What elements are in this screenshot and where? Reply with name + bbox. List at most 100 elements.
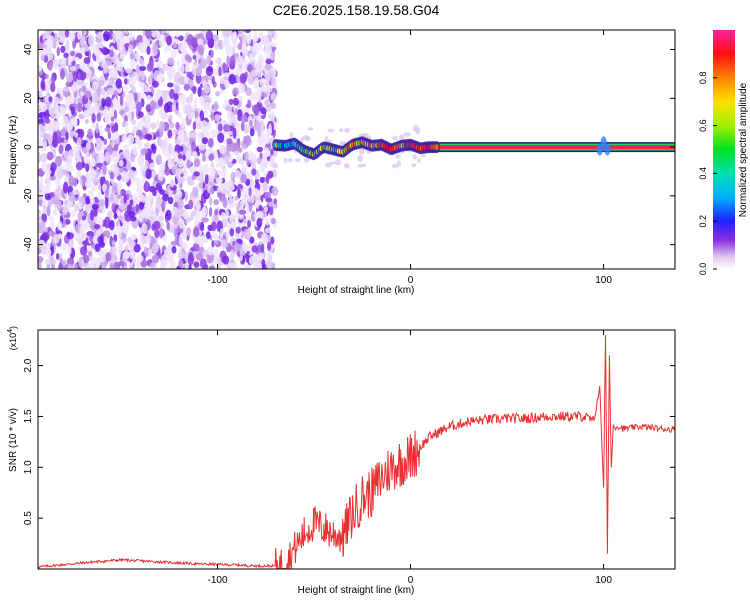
noise-blob — [257, 73, 261, 78]
noise-blob — [253, 120, 261, 131]
noise-blob — [144, 133, 153, 140]
noise-blob — [80, 246, 88, 256]
bottom-x-tick-label: -100 — [208, 575, 228, 586]
noise-blob — [42, 34, 48, 40]
noise-blob — [194, 110, 199, 119]
noise-blob — [101, 98, 106, 108]
noise-blob — [175, 121, 180, 131]
noise-blob — [95, 144, 103, 155]
noise-blob — [217, 123, 223, 132]
noise-blob — [246, 33, 252, 45]
noise-blob — [42, 204, 47, 215]
bottom-y-tick-label: 2.0 — [23, 358, 34, 372]
noise-blob — [229, 185, 236, 191]
noise-blob — [240, 199, 246, 208]
noise-blob — [110, 67, 118, 79]
noise-blob — [42, 139, 48, 150]
noise-blob — [61, 106, 66, 118]
noise-blob — [178, 130, 185, 139]
noise-blob — [95, 122, 99, 134]
noise-blob — [198, 172, 204, 184]
noise-blob — [102, 262, 106, 269]
noise-blob — [129, 251, 134, 260]
noise-blob — [357, 163, 365, 168]
noise-blob — [223, 72, 229, 78]
noise-blob — [146, 45, 151, 56]
noise-blob — [214, 150, 219, 162]
noise-blob — [209, 148, 214, 154]
noise-blob — [344, 127, 350, 133]
noise-blob — [38, 232, 41, 240]
noise-blob — [260, 232, 269, 244]
noise-blob — [124, 120, 129, 129]
noise-blob — [68, 175, 75, 187]
noise-blob — [248, 119, 253, 127]
noise-blob — [178, 218, 185, 229]
noise-blob — [103, 111, 109, 118]
top-x-tick-label: -100 — [208, 275, 228, 286]
noise-blob — [72, 145, 80, 153]
noise-blob — [178, 258, 184, 269]
noise-blob — [270, 92, 277, 100]
noise-blob — [65, 39, 70, 52]
noise-blob — [53, 234, 60, 244]
noise-blob — [258, 136, 263, 145]
noise-blob — [66, 263, 73, 269]
noise-blob — [80, 35, 85, 47]
noise-blob — [77, 30, 82, 40]
noise-blob — [193, 158, 200, 168]
noise-blob — [68, 191, 74, 202]
noise-blob — [134, 51, 140, 60]
noise-blob — [38, 138, 44, 150]
noise-blob — [38, 179, 44, 191]
noise-blob — [144, 180, 149, 191]
noise-blob — [88, 34, 95, 47]
noise-blob — [96, 162, 104, 168]
noise-blob — [249, 128, 255, 137]
noise-blob — [270, 102, 276, 110]
noise-blob — [52, 194, 60, 205]
noise-blob — [50, 162, 57, 172]
noise-blob — [214, 114, 221, 122]
noise-blob — [154, 229, 160, 239]
noise-blob — [231, 115, 238, 125]
noise-blob — [232, 36, 237, 43]
noise-blob — [204, 150, 210, 158]
noise-blob — [232, 127, 237, 139]
noise-blob — [113, 170, 120, 177]
noise-blob — [184, 54, 191, 61]
noise-blob — [38, 211, 43, 218]
noise-blob — [124, 30, 129, 35]
noise-blob — [38, 248, 42, 255]
noise-blob — [178, 252, 185, 259]
noise-blob — [265, 259, 273, 269]
noise-blob — [253, 90, 259, 102]
noise-blob — [83, 156, 90, 164]
noise-blob — [71, 85, 77, 93]
noise-blob — [42, 231, 50, 241]
noise-blob — [199, 110, 205, 122]
noise-blob — [39, 89, 43, 100]
noise-blob — [151, 223, 156, 231]
noise-blob — [88, 107, 94, 115]
noise-blob — [104, 189, 109, 196]
noise-blob — [246, 159, 250, 166]
noise-blob — [118, 160, 124, 167]
noise-blob — [113, 261, 120, 269]
noise-blob — [110, 193, 114, 201]
noise-blob — [200, 235, 206, 245]
noise-blob — [40, 79, 46, 90]
noise-blob — [48, 53, 54, 61]
noise-blob — [234, 195, 239, 201]
noise-blob — [44, 95, 50, 103]
noise-blob — [97, 235, 104, 244]
noise-blob — [78, 256, 85, 268]
noise-blob — [49, 191, 55, 198]
noise-blob — [227, 197, 235, 209]
noise-blob — [248, 201, 253, 213]
noise-blob — [102, 30, 110, 42]
noise-blob — [262, 79, 268, 84]
noise-blob — [86, 263, 94, 269]
noise-blob — [210, 112, 215, 121]
noise-blob — [156, 94, 161, 100]
